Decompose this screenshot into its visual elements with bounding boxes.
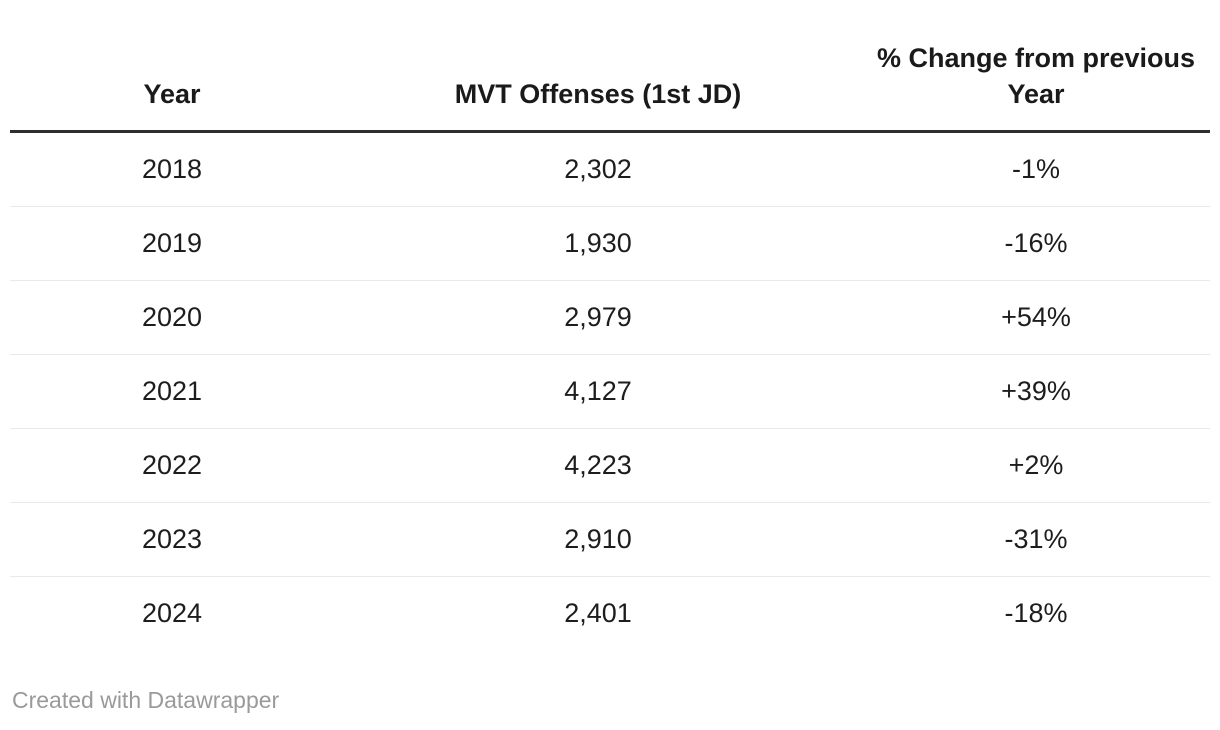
table-row: 2020 2,979 +54% — [10, 280, 1210, 355]
cell-year: 2018 — [141, 154, 203, 184]
cell-mvt-offenses: 1,930 — [334, 206, 862, 281]
table-row: 2022 4,223 +2% — [10, 428, 1210, 503]
cell-year: 2023 — [10, 502, 334, 577]
table-row: 2024 2,401 -18% — [10, 576, 1210, 650]
table-row: 2021 4,127 +39% — [10, 354, 1210, 429]
column-header-year: Year — [10, 40, 334, 133]
table-row: 2018 2,302 -1% — [10, 132, 1210, 207]
cell-year: 2020 — [10, 280, 334, 355]
cell-pct-change: -31% — [862, 502, 1210, 577]
cell-year: 2019 — [10, 206, 334, 281]
cell-pct-change: -1% — [1011, 154, 1060, 184]
cell-pct-change: -18% — [862, 576, 1210, 650]
header-row: Year MVT Offenses (1st JD) % Change from… — [10, 40, 1210, 133]
cell-mvt-offenses: 2,910 — [334, 502, 862, 577]
cell-mvt-offenses: 4,127 — [334, 354, 862, 429]
cell-pct-change: +39% — [862, 354, 1210, 429]
table-row: 2019 1,930 -16% — [10, 206, 1210, 281]
cell-pct-change: -16% — [862, 206, 1210, 281]
cell-year: 2021 — [10, 354, 334, 429]
column-header-pct-change: % Change from previous Year — [862, 40, 1210, 133]
column-header-mvt-offenses: MVT Offenses (1st JD) — [334, 40, 862, 133]
attribution-text: Created with Datawrapper — [12, 687, 280, 713]
cell-mvt-offenses: 2,979 — [334, 280, 862, 355]
cell-mvt-offenses: 4,223 — [334, 428, 862, 503]
cell-pct-change: +54% — [862, 280, 1210, 355]
cell-mvt-offenses: 2,302 — [564, 154, 632, 184]
cell-year: 2022 — [10, 428, 334, 503]
cell-mvt-offenses: 2,401 — [334, 576, 862, 650]
cell-pct-change: +2% — [862, 428, 1210, 503]
cell-year: 2024 — [10, 576, 334, 650]
data-table: Year MVT Offenses (1st JD) % Change from… — [10, 40, 1210, 650]
table-row: 2023 2,910 -31% — [10, 502, 1210, 577]
